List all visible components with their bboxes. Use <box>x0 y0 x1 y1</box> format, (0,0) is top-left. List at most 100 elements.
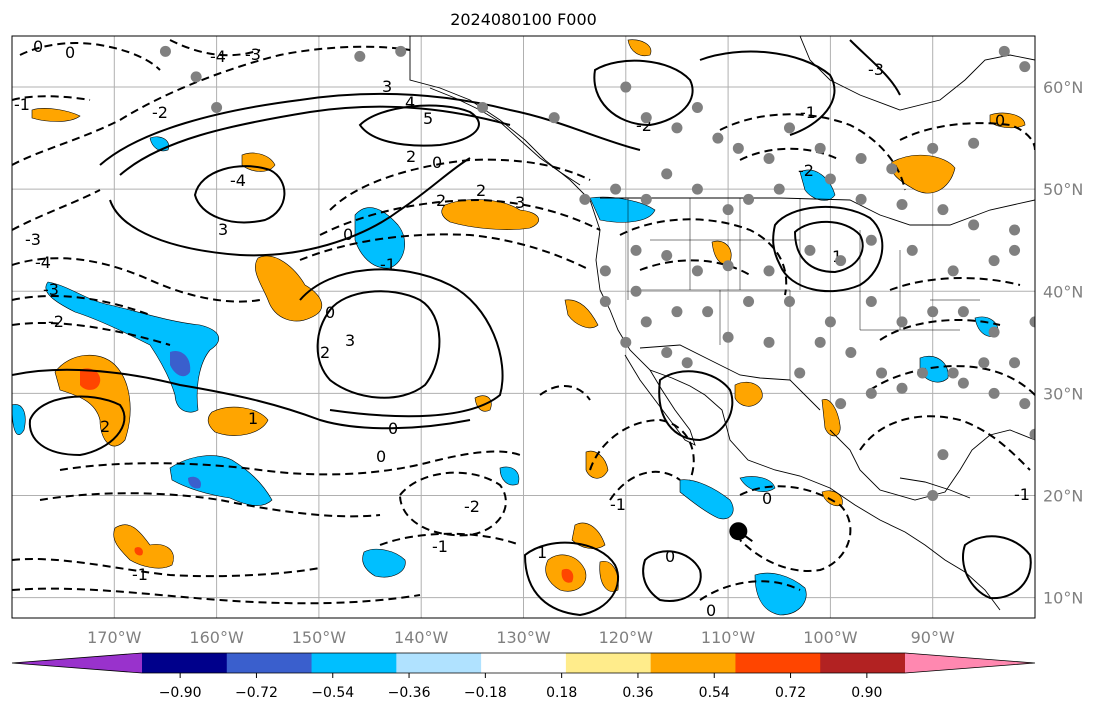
station-markers <box>159 45 1035 501</box>
station-dot <box>835 255 847 267</box>
station-dot <box>865 295 877 307</box>
station-dot <box>743 295 755 307</box>
positive-anomaly-patch <box>31 108 81 122</box>
contour-label: 0 <box>762 489 772 508</box>
dashed-contour <box>619 218 788 296</box>
station-dot <box>640 316 652 328</box>
negative-anomaly-patch <box>170 350 191 377</box>
coastlines <box>409 36 1035 611</box>
contour-label: -1 <box>800 103 816 122</box>
dashed-contour <box>12 257 261 303</box>
colorbar-segment <box>735 653 821 673</box>
colorbar-tick-label: −0.36 <box>388 685 431 701</box>
solid-contour <box>523 541 620 617</box>
colorbar-segment <box>650 653 736 673</box>
colorbar-extend-low <box>12 653 142 673</box>
contour-label: -2 <box>152 103 168 122</box>
station-dot <box>763 336 775 348</box>
solid-contour <box>849 39 901 96</box>
contour-label: 0 <box>33 37 43 56</box>
station-dot <box>640 112 652 124</box>
contour-label: 0 <box>343 225 353 244</box>
longitude-tick-label: 120°W <box>599 628 654 647</box>
contour-label: 0 <box>325 303 335 322</box>
longitude-tick-label: 110°W <box>701 628 756 647</box>
map-title: 2024080100 F000 <box>450 10 597 29</box>
colorbar-tick-label: −0.90 <box>159 685 202 701</box>
station-dot <box>927 489 939 501</box>
station-dot <box>998 45 1010 57</box>
contour-label: -2 <box>798 161 814 180</box>
dashed-contour <box>299 233 591 271</box>
latitude-tick-label: 60°N <box>1043 78 1083 97</box>
station-dot <box>1019 398 1031 410</box>
station-dot <box>937 449 949 461</box>
colorbar-tick-label: 0.36 <box>622 685 653 701</box>
station-dot <box>722 204 734 216</box>
dashed-contour <box>39 492 381 518</box>
station-dot <box>640 193 652 205</box>
colorbar-tick-label: 0.90 <box>851 685 882 701</box>
positive-anomaly-patch <box>54 354 131 447</box>
station-dot <box>845 347 857 359</box>
station-dot <box>691 183 703 195</box>
station-dot <box>1029 316 1035 328</box>
cuba-coast <box>899 477 971 499</box>
longitude-tick-label: 140°W <box>394 628 449 647</box>
positive-anomaly-patch <box>734 381 763 407</box>
contour-label: 2 <box>476 181 486 200</box>
station-dot <box>988 326 1000 338</box>
solid-contour <box>793 220 864 274</box>
longitude-tick-label: 170°W <box>87 628 142 647</box>
solid-contour <box>299 268 504 418</box>
positive-anomaly-patch <box>113 524 174 569</box>
contour-label: 0 <box>432 153 442 172</box>
station-dot <box>661 168 673 180</box>
longitude-tick-labels: 170°W 160°W 150°W 140°W 130°W 120°W 110°W 100°W… <box>87 628 955 647</box>
positive-anomaly-patch <box>821 399 841 437</box>
contour-label: -4 <box>230 171 246 190</box>
positive-anomaly-patch <box>627 39 652 57</box>
storm-track <box>737 530 753 543</box>
station-dot <box>1019 61 1031 73</box>
colorbar-extend-high <box>905 653 1035 673</box>
station-dot <box>620 81 632 93</box>
station-dot <box>968 137 980 149</box>
station-dot <box>906 244 918 256</box>
station-dot <box>1009 224 1021 236</box>
solid-contour <box>119 105 511 176</box>
station-dot <box>620 336 632 348</box>
station-dot <box>1029 428 1035 440</box>
contour-label: -4 <box>210 47 226 66</box>
station-dot <box>681 357 693 369</box>
station-dot <box>968 219 980 231</box>
negative-anomaly-patch <box>12 404 26 435</box>
station-dot <box>732 142 744 154</box>
contour-label: 3 <box>382 77 392 96</box>
station-dot <box>896 382 908 394</box>
station-dot <box>824 316 836 328</box>
contour-label: 0 <box>65 43 75 62</box>
negative-anomaly-patch <box>169 455 273 506</box>
hudson-bay-coast <box>799 36 1035 111</box>
station-dot <box>927 306 939 318</box>
contour-label: 3 <box>515 193 525 212</box>
colorbar-tick-label: −0.18 <box>464 685 507 701</box>
positive-anomaly-patch <box>207 406 269 436</box>
station-dot <box>896 198 908 210</box>
station-dot <box>814 336 826 348</box>
colorbar-tick-label: 0.54 <box>699 685 730 701</box>
station-dot <box>957 306 969 318</box>
dashed-contour <box>12 95 91 101</box>
station-dot <box>630 285 642 297</box>
station-dot <box>671 122 683 134</box>
station-dot <box>794 367 806 379</box>
longitude-tick-label: 160°W <box>189 628 244 647</box>
station-dot <box>211 101 223 113</box>
contour-label: -3 <box>43 280 59 299</box>
station-dot <box>691 101 703 113</box>
dashed-contour <box>379 532 521 546</box>
solid-contour <box>962 535 1032 600</box>
station-dot <box>610 183 622 195</box>
station-dot <box>691 265 703 277</box>
